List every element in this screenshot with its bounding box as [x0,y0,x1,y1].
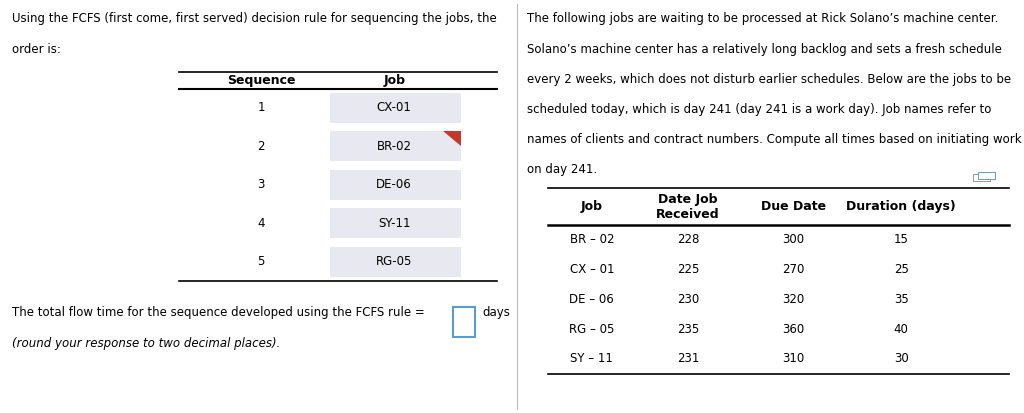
Text: The total flow time for the sequence developed using the FCFS rule =: The total flow time for the sequence dev… [12,306,429,318]
Text: 228: 228 [677,233,699,247]
Text: BR-02: BR-02 [377,140,412,153]
Text: 5: 5 [257,255,265,268]
Text: 2: 2 [257,140,265,153]
Text: DE – 06: DE – 06 [569,293,614,306]
Text: Due Date: Due Date [761,200,826,213]
Bar [330,93,461,123]
Text: Sequence: Sequence [227,74,295,87]
Text: RG-05: RG-05 [376,255,413,268]
Bar [974,174,990,181]
Text: every 2 weeks, which does not disturb earlier schedules. Below are the jobs to b: every 2 weeks, which does not disturb ea… [527,73,1012,85]
Text: RG – 05: RG – 05 [569,323,614,336]
Text: The following jobs are waiting to be processed at Rick Solano’s machine center.: The following jobs are waiting to be pro… [527,12,998,25]
Text: Date Job
Received: Date Job Received [656,192,720,221]
Text: 40: 40 [894,323,908,336]
Text: scheduled today, which is day 241 (day 241 is a work day). Job names refer to: scheduled today, which is day 241 (day 2… [527,103,991,116]
Text: Solano’s machine center has a relatively long backlog and sets a fresh schedule: Solano’s machine center has a relatively… [527,43,1002,55]
Text: 30: 30 [894,352,908,366]
Bar [330,170,461,200]
Text: 4: 4 [257,217,265,230]
Text: days: days [482,306,510,319]
Text: CX – 01: CX – 01 [569,263,614,276]
Bar [330,208,461,238]
Bar [330,131,461,161]
Text: 310: 310 [782,352,805,366]
Text: 35: 35 [894,293,908,306]
Text: 1: 1 [257,102,265,114]
Text: Using the FCFS (first come, first served) decision rule for sequencing the jobs,: Using the FCFS (first come, first served… [12,12,497,25]
Text: names of clients and contract numbers. Compute all times based on initiating wor: names of clients and contract numbers. C… [527,133,1022,146]
Text: 270: 270 [782,263,805,276]
Text: on day 241.: on day 241. [527,163,597,176]
Text: 320: 320 [782,293,805,306]
Text: DE-06: DE-06 [377,178,412,191]
Text: Duration (days): Duration (days) [846,200,956,213]
Text: 225: 225 [677,263,699,276]
Text: 231: 231 [677,352,699,366]
Text: 235: 235 [677,323,699,336]
Text: 15: 15 [894,233,908,247]
Text: Job: Job [581,200,603,213]
Text: Job: Job [383,74,406,87]
Text: SY – 11: SY – 11 [570,352,613,366]
Text: 360: 360 [782,323,805,336]
Text: CX-01: CX-01 [377,102,412,114]
Text: (round your response to two decimal places).: (round your response to two decimal plac… [12,337,281,349]
Bar [453,307,475,337]
Bar [978,172,994,179]
Polygon shape [443,131,461,146]
Text: 300: 300 [782,233,805,247]
Text: 3: 3 [257,178,265,191]
Text: BR – 02: BR – 02 [569,233,614,247]
Bar [330,247,461,277]
Text: 230: 230 [677,293,699,306]
Text: order is:: order is: [12,43,61,56]
Text: SY-11: SY-11 [378,217,411,230]
Text: 25: 25 [894,263,908,276]
